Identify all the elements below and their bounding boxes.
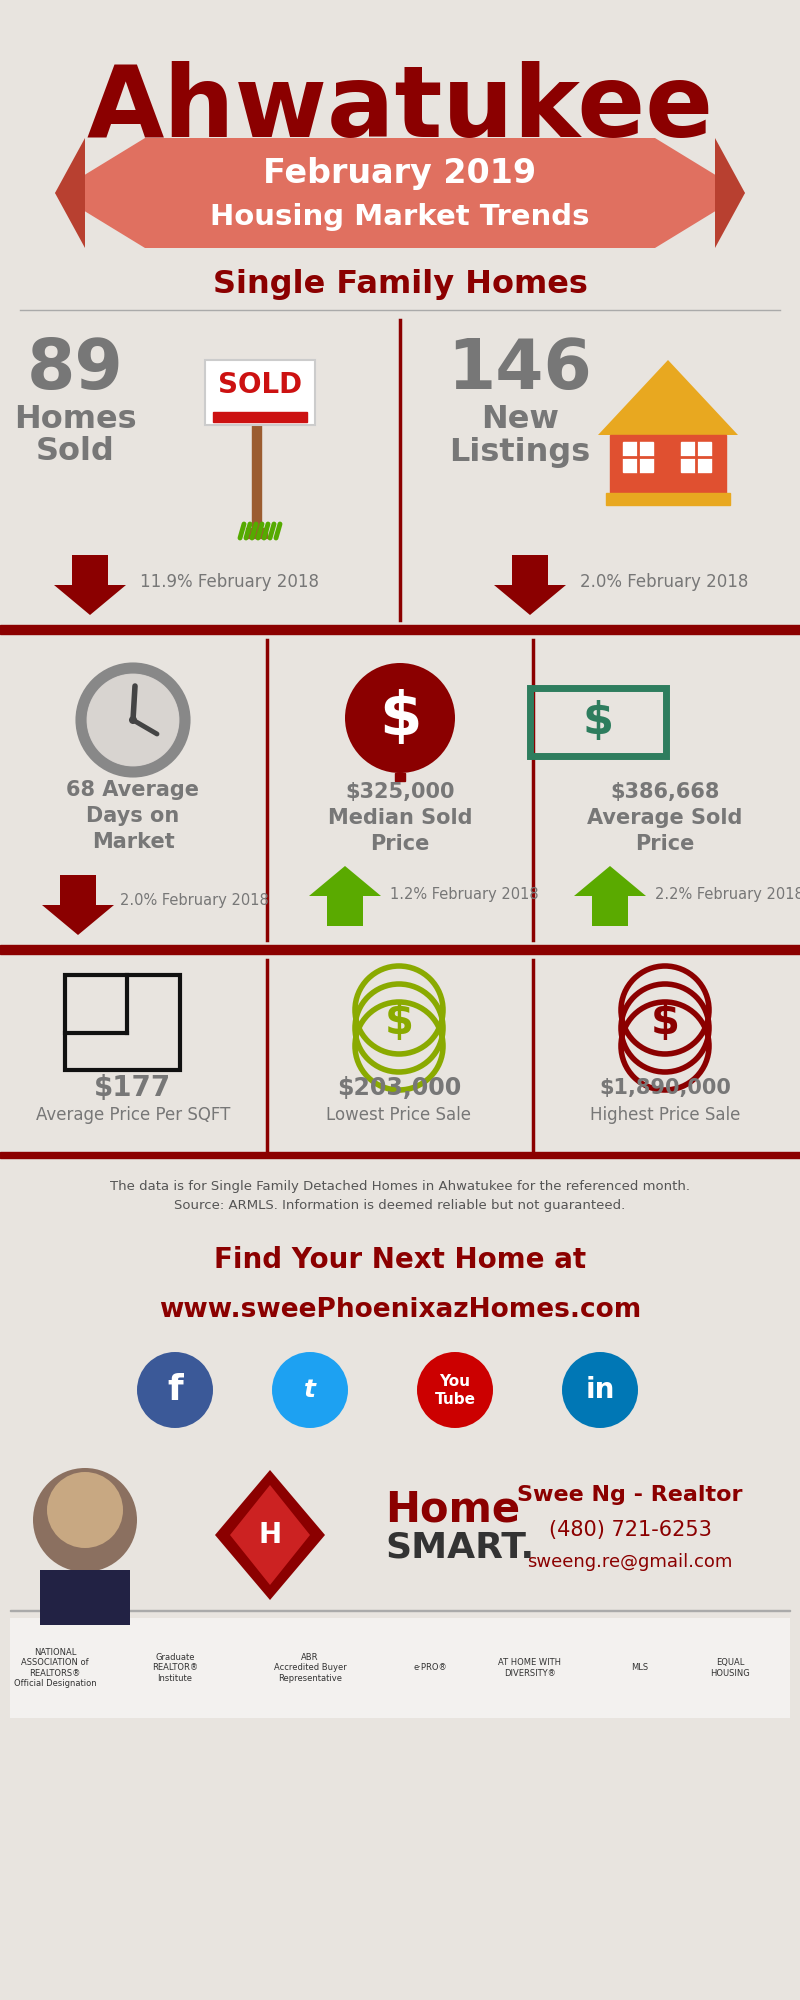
Text: 146: 146 [447,336,593,404]
FancyBboxPatch shape [205,360,315,426]
Text: You: You [439,1374,470,1390]
Text: H: H [258,1520,282,1548]
Bar [610,436,726,496]
Bar [145,138,655,248]
Text: Sold: Sold [35,436,114,468]
Polygon shape [230,1484,310,1584]
Bar [395,772,405,780]
Text: New: New [481,404,559,436]
Polygon shape [598,360,738,436]
Text: Homes: Homes [14,404,136,436]
Text: Average Price Per SQFT: Average Price Per SQFT [36,1106,230,1124]
Bar [246,528,267,538]
Text: e·PRO®: e·PRO® [413,1664,447,1672]
Text: NATIONAL
ASSOCIATION of
REALTORS®
Official Designation: NATIONAL ASSOCIATION of REALTORS® Offici… [14,1648,96,1688]
Text: February 2019: February 2019 [263,156,537,190]
Circle shape [137,1352,213,1428]
Polygon shape [494,554,566,616]
Text: f: f [167,1372,183,1408]
Text: Single Family Homes: Single Family Homes [213,270,587,300]
Text: t: t [304,1378,316,1402]
Text: Graduate
REALTOR®
Institute: Graduate REALTOR® Institute [152,1654,198,1682]
Bar [213,412,307,422]
Text: www.sweePhoenixazHomes.com: www.sweePhoenixazHomes.com [159,1296,641,1324]
Polygon shape [574,866,646,926]
Text: Days on: Days on [86,806,180,826]
Text: Price: Price [370,834,430,854]
Circle shape [129,716,137,724]
Text: SMART.: SMART. [385,1532,534,1564]
Text: Lowest Price Sale: Lowest Price Sale [326,1106,471,1124]
Bar [65,976,180,1070]
Text: 2.0% February 2018: 2.0% February 2018 [120,892,269,908]
Text: 1.2% February 2018: 1.2% February 2018 [390,888,538,902]
Text: 89: 89 [26,336,123,404]
Text: AT HOME WITH
DIVERSITY®: AT HOME WITH DIVERSITY® [498,1658,562,1678]
Text: 2.2% February 2018: 2.2% February 2018 [655,888,800,902]
Polygon shape [715,138,745,248]
Text: ABR
Accredited Buyer
Representative: ABR Accredited Buyer Representative [274,1654,346,1682]
Circle shape [417,1352,493,1428]
Bar [681,442,711,472]
Bar [0,946,800,954]
Text: SOLD: SOLD [218,372,302,400]
Text: Listings: Listings [450,436,590,468]
Circle shape [81,668,185,772]
Text: $: $ [385,1000,414,1044]
Text: $386,668: $386,668 [610,782,720,802]
Text: Highest Price Sale: Highest Price Sale [590,1106,740,1124]
Bar [10,1618,790,1718]
Text: $203,000: $203,000 [337,1076,461,1100]
Circle shape [562,1352,638,1428]
Text: (480) 721-6253: (480) 721-6253 [549,1520,711,1540]
Text: MLS: MLS [631,1664,649,1672]
Text: sweeng.re@gmail.com: sweeng.re@gmail.com [527,1552,733,1572]
Text: The data is for Single Family Detached Homes in Ahwatukee for the referenced mon: The data is for Single Family Detached H… [110,1180,690,1212]
Text: 68 Average: 68 Average [66,780,199,800]
Bar [623,442,653,472]
Text: Swee Ng - Realtor: Swee Ng - Realtor [518,1484,742,1504]
Polygon shape [42,876,114,936]
Text: $: $ [650,1000,679,1044]
Text: Housing Market Trends: Housing Market Trends [210,204,590,232]
Polygon shape [655,138,745,248]
Text: Price: Price [635,834,694,854]
Circle shape [47,1472,123,1548]
Text: EQUAL
HOUSING: EQUAL HOUSING [710,1658,750,1678]
Text: 2.0% February 2018: 2.0% February 2018 [580,572,748,592]
Text: Tube: Tube [434,1392,475,1408]
Circle shape [345,664,455,772]
Bar [0,624,800,634]
Text: $177: $177 [94,1074,172,1102]
Text: Average Sold: Average Sold [587,808,742,828]
Polygon shape [215,1470,325,1600]
Text: Find Your Next Home at: Find Your Next Home at [214,1246,586,1274]
Text: Market: Market [92,832,174,852]
Text: 11.9% February 2018: 11.9% February 2018 [140,572,319,592]
Text: Median Sold: Median Sold [328,808,472,828]
Circle shape [87,674,179,766]
Text: Home: Home [385,1488,520,1532]
Text: $1,890,000: $1,890,000 [599,1078,731,1098]
Circle shape [33,1468,137,1572]
Text: in: in [586,1376,614,1404]
Polygon shape [309,866,381,926]
Bar [252,400,261,530]
Polygon shape [55,138,85,248]
Bar [0,1152,800,1158]
Text: Ahwatukee: Ahwatukee [86,62,714,158]
Polygon shape [55,138,145,248]
Text: $: $ [582,700,614,744]
Polygon shape [54,554,126,616]
Bar [40,1570,130,1624]
Circle shape [272,1352,348,1428]
Bar [606,492,730,504]
Text: $325,000: $325,000 [346,782,454,802]
Text: $: $ [378,688,422,748]
